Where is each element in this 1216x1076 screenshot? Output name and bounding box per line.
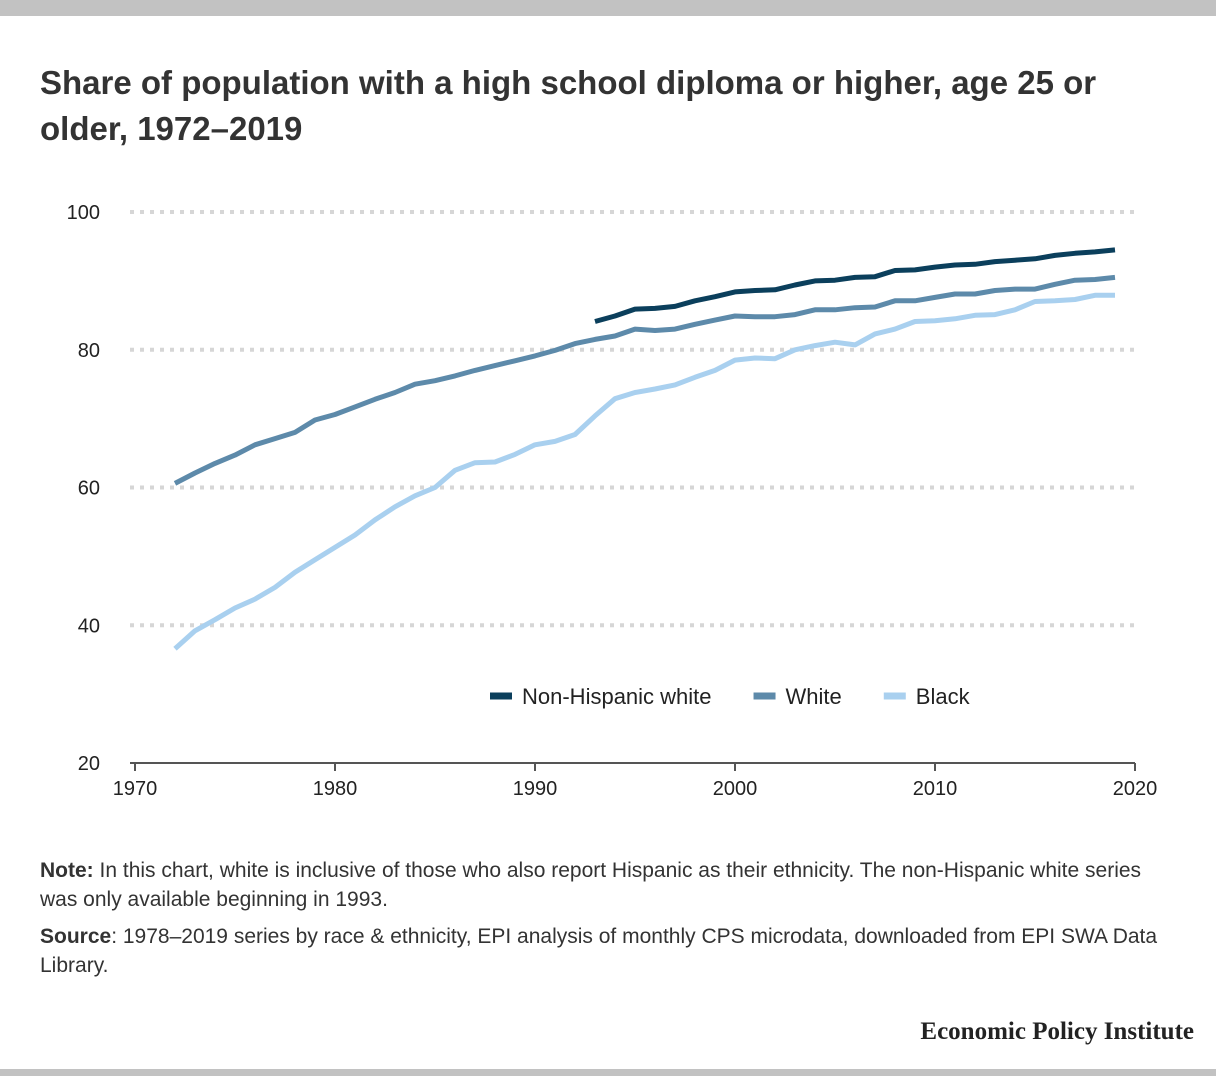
series-line-white — [173, 274, 1116, 486]
chart-title: Share of population with a high school d… — [40, 64, 1097, 147]
y-tick-label: 80 — [78, 340, 100, 362]
y-tick-label: 20 — [78, 753, 100, 775]
series-line-black — [173, 292, 1115, 651]
series-line-non-hispanic-white — [594, 247, 1116, 324]
y-tick-label: 40 — [78, 615, 100, 637]
bottom-border — [0, 1069, 1216, 1076]
axes: 20 40 60 80 100 1970 1980 1990 2000 2010 2020 — [67, 202, 1158, 800]
y-tick-label: 60 — [78, 478, 100, 500]
x-tick-label: 1980 — [313, 778, 358, 800]
legend: Non-Hispanic white White Black — [490, 684, 971, 709]
x-tick-label: 1970 — [113, 778, 158, 800]
note-text: In this chart, white is inclusive of tho… — [40, 859, 1142, 911]
x-tick-label: 2000 — [713, 778, 758, 800]
source-label: Source — [40, 925, 112, 948]
note-paragraph: Note: In this chart, white is inclusive … — [40, 856, 1160, 914]
x-tick-label: 2020 — [1113, 778, 1158, 800]
source-text: : 1978–2019 series by race & ethnicity, … — [40, 925, 1158, 977]
note-label: Note: — [40, 859, 94, 882]
legend-label-non-hispanic-white: Non-Hispanic white — [522, 684, 712, 709]
x-tick-label: 1990 — [513, 778, 558, 800]
source-paragraph: Source: 1978–2019 series by race & ethni… — [40, 922, 1160, 980]
top-border — [0, 0, 1216, 16]
series-lines — [173, 247, 1116, 651]
chart-notes: Note: In this chart, white is inclusive … — [40, 856, 1160, 988]
line-chart: 20 40 60 80 100 1970 1980 1990 2000 2010 2020 Non-… — [67, 202, 1158, 800]
brand-logo-text: Economic Policy Institute — [920, 1018, 1194, 1045]
x-tick-label: 2010 — [913, 778, 958, 800]
y-tick-label: 100 — [67, 202, 100, 224]
legend-label-white: White — [786, 684, 842, 709]
legend-label-black: Black — [916, 684, 971, 709]
grid-lines — [130, 210, 1135, 628]
